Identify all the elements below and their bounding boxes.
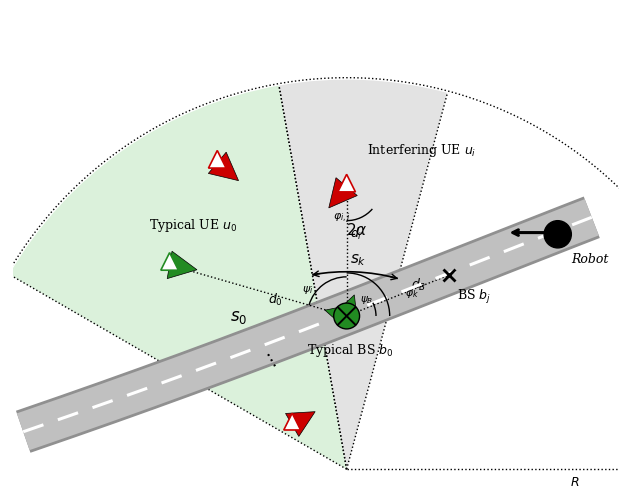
Text: Robot: Robot <box>571 253 609 266</box>
Polygon shape <box>336 295 357 320</box>
Text: Interfering UE $u_i$: Interfering UE $u_i$ <box>367 142 477 159</box>
Wedge shape <box>279 80 447 469</box>
Text: $\psi_i$: $\psi_i$ <box>302 284 314 296</box>
Text: $d_i$: $d_i$ <box>350 226 362 242</box>
Wedge shape <box>9 86 346 469</box>
Polygon shape <box>286 412 315 436</box>
Polygon shape <box>161 252 178 270</box>
Circle shape <box>334 303 360 329</box>
Text: $d_0$: $d_0$ <box>269 292 283 308</box>
Text: Typical UE $u_0$: Typical UE $u_0$ <box>149 217 238 234</box>
Polygon shape <box>325 305 349 327</box>
Text: $2\alpha$: $2\alpha$ <box>346 222 368 238</box>
Polygon shape <box>209 152 238 181</box>
Text: $\phi_k$: $\phi_k$ <box>404 285 418 300</box>
Text: $d_B$: $d_B$ <box>411 277 427 293</box>
Text: Typical BS $b_0$: Typical BS $b_0$ <box>307 341 393 359</box>
Text: $\cdots$: $\cdots$ <box>258 347 283 371</box>
Polygon shape <box>209 151 226 168</box>
Text: $s_0$: $s_0$ <box>230 309 247 326</box>
Text: $R$: $R$ <box>569 476 579 489</box>
Polygon shape <box>329 178 357 208</box>
Polygon shape <box>338 174 355 192</box>
Polygon shape <box>167 251 197 278</box>
Text: BS $b_j$: BS $b_j$ <box>458 288 491 306</box>
Text: $s_k$: $s_k$ <box>350 252 367 268</box>
Text: $\psi_B$: $\psi_B$ <box>360 294 374 307</box>
Circle shape <box>544 221 571 248</box>
Text: $\varphi_{i,j}$: $\varphi_{i,j}$ <box>333 212 351 226</box>
Polygon shape <box>284 413 301 430</box>
